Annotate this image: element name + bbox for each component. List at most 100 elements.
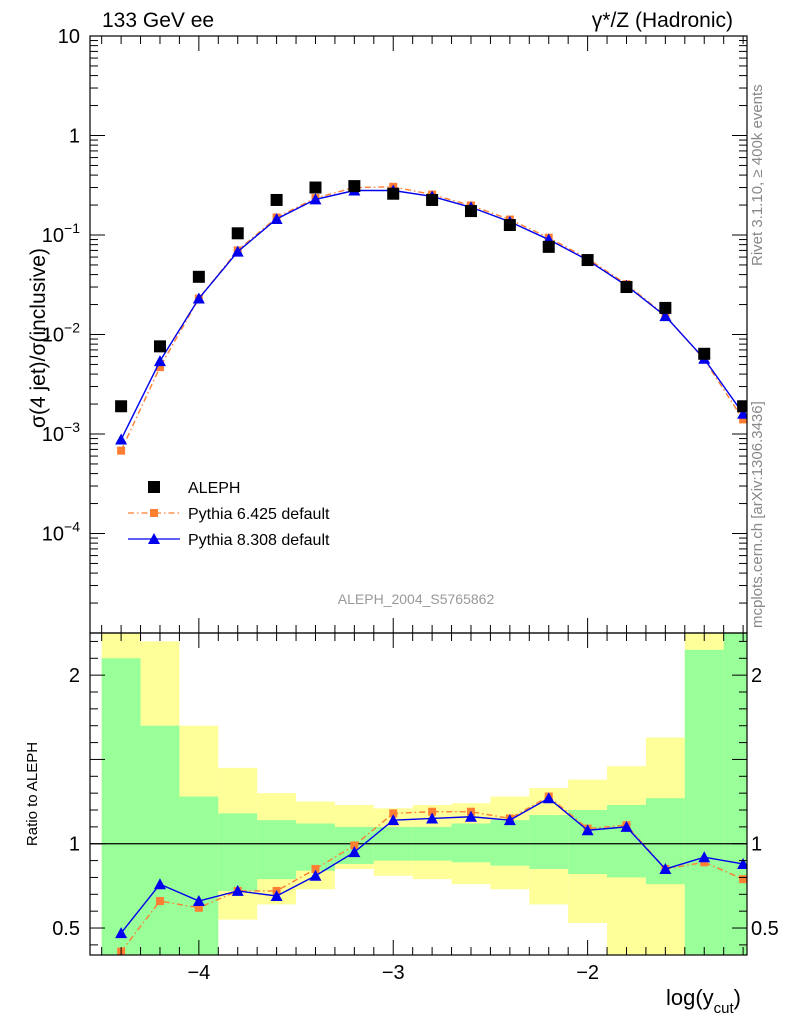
legend-label-pythia6: Pythia 6.425 default bbox=[188, 506, 330, 523]
main-y-tick-exponent: −2 bbox=[64, 320, 80, 336]
legend-entry-pythia8: Pythia 8.308 default bbox=[128, 532, 330, 549]
ratio-y-tick-label-left: 1 bbox=[69, 834, 80, 856]
ratio-pythia8-point bbox=[659, 863, 672, 875]
main-aleph-point bbox=[115, 400, 128, 413]
main-y-tick-exponent: −3 bbox=[64, 419, 80, 435]
band-green-bin bbox=[684, 649, 724, 955]
main-pythia8-point bbox=[659, 310, 672, 322]
band-green-bin bbox=[451, 823, 491, 863]
ratio-y-tick-label-left: 2 bbox=[69, 665, 80, 687]
main-aleph-point bbox=[620, 281, 633, 294]
legend: ALEPH Pythia 6.425 default Pythia 8.308 … bbox=[128, 480, 330, 549]
main-pythia8-point bbox=[270, 212, 283, 224]
main-pythia6-line bbox=[120, 186, 744, 451]
main-pythia6-point bbox=[155, 363, 164, 372]
main-y-axis-label: σ(4 jet)/σ(inclusive) bbox=[27, 248, 50, 428]
ratio-pythia8-point bbox=[115, 927, 128, 939]
ratio-y-tick-label-right: 2 bbox=[751, 665, 762, 687]
main-y-tick-base: 10 bbox=[42, 225, 64, 247]
band-green-bin bbox=[140, 725, 180, 955]
band-green-bin bbox=[490, 820, 530, 866]
main-pythia8-point bbox=[115, 433, 128, 445]
main-y-tick-label: 1 bbox=[69, 126, 80, 148]
main-aleph-point bbox=[192, 270, 205, 283]
ratio-pythia6-point bbox=[428, 807, 437, 816]
ratio-axis-ticks: 2 2 1 1 0.5 0.5 bbox=[52, 640, 779, 946]
ratio-y-tick-label-right: 0.5 bbox=[751, 918, 779, 940]
main-pythia6-point bbox=[739, 415, 747, 424]
main-pythia8-point bbox=[153, 355, 166, 367]
band-green-bin bbox=[179, 796, 219, 955]
main-aleph-point bbox=[698, 347, 711, 360]
main-aleph-point bbox=[426, 193, 439, 206]
ratio-pythia6-point bbox=[311, 865, 320, 874]
x-axis-label-subscript: cut bbox=[714, 1000, 735, 1017]
legend-label-aleph: ALEPH bbox=[188, 480, 240, 497]
band-green-bin bbox=[257, 820, 297, 880]
legend-entry-aleph: ALEPH bbox=[148, 480, 240, 497]
main-y-tick-label: 10−3 bbox=[42, 419, 80, 446]
main-aleph-point bbox=[309, 181, 322, 194]
ratio-pythia8-point bbox=[542, 792, 555, 804]
ratio-y-tick-label-right: 1 bbox=[751, 834, 762, 856]
band-green-bin bbox=[723, 633, 747, 955]
ratio-pythia6-point bbox=[155, 897, 164, 906]
plot-title-left: 133 GeV ee bbox=[102, 9, 214, 32]
main-y-tick-base: 10 bbox=[42, 524, 64, 546]
x-axis-label: log(ycut) bbox=[666, 985, 741, 1017]
main-pythia8-line bbox=[120, 189, 744, 440]
x-axis-label-main: log(y bbox=[666, 985, 714, 1010]
ratio-pythia8-point bbox=[231, 884, 244, 896]
plot-title-right: γ*/Z (Hadronic) bbox=[592, 9, 733, 32]
ratio-pythia8-point bbox=[581, 824, 594, 836]
main-aleph-point bbox=[348, 180, 361, 193]
ratio-y-tick-label-left: 0.5 bbox=[52, 918, 80, 940]
ratio-pythia8-point bbox=[309, 869, 322, 881]
ratio-plot-frame bbox=[89, 632, 748, 956]
main-y-tick-label: 10−4 bbox=[42, 519, 80, 546]
main-pythia8-point bbox=[192, 292, 205, 304]
legend-marker-pythia8 bbox=[148, 533, 160, 544]
main-plot-series bbox=[115, 180, 747, 455]
band-green-bin bbox=[296, 823, 335, 871]
ratio-pythia6-point bbox=[350, 841, 359, 850]
ratio-pythia8-point bbox=[153, 878, 166, 890]
ratio-pythia8-point bbox=[503, 814, 516, 826]
main-aleph-point bbox=[737, 400, 747, 413]
x-tick-label: −2 bbox=[576, 962, 599, 984]
ratio-pythia8-point bbox=[426, 812, 439, 824]
analysis-id-label: ALEPH_2004_S5765862 bbox=[338, 591, 495, 607]
ratio-pythia8-point bbox=[348, 846, 361, 858]
ratio-pythia6-point bbox=[700, 858, 709, 867]
band-green-bin bbox=[568, 810, 608, 875]
ratio-pythia8-point bbox=[464, 810, 477, 822]
ratio-pythia6-line bbox=[120, 795, 744, 953]
main-aleph-point bbox=[542, 240, 555, 253]
main-y-tick-exponent: −4 bbox=[64, 519, 80, 535]
ratio-plot-series bbox=[115, 792, 747, 955]
ratio-uncertainty-bands bbox=[101, 633, 747, 955]
band-green-bin bbox=[218, 813, 258, 891]
legend-marker-aleph bbox=[148, 481, 160, 493]
main-y-tick-base: 10 bbox=[42, 325, 64, 347]
main-pythia8-point bbox=[231, 245, 244, 257]
x-axis-label-close: ) bbox=[734, 985, 741, 1010]
main-aleph-point bbox=[464, 205, 477, 218]
main-aleph-point bbox=[153, 340, 166, 353]
ratio-pythia8-point bbox=[698, 851, 711, 863]
main-y-tick-label: 10−1 bbox=[42, 220, 80, 247]
ratio-y-axis-label: Ratio to ALEPH bbox=[24, 742, 41, 846]
band-green-bin bbox=[529, 815, 569, 870]
main-y-tick-label: 10−2 bbox=[42, 320, 80, 347]
legend-label-pythia8: Pythia 8.308 default bbox=[188, 532, 330, 549]
ratio-pythia8-point bbox=[192, 895, 205, 907]
main-pythia6-point bbox=[117, 446, 126, 455]
main-y-tick-exponent: −1 bbox=[64, 220, 80, 236]
ratio-pythia8-point bbox=[270, 889, 283, 901]
ratio-pythia6-point bbox=[389, 809, 398, 818]
ratio-pythia8-point bbox=[620, 820, 633, 832]
x-tick-label: −3 bbox=[382, 962, 405, 984]
x-tick-label: −4 bbox=[187, 962, 210, 984]
